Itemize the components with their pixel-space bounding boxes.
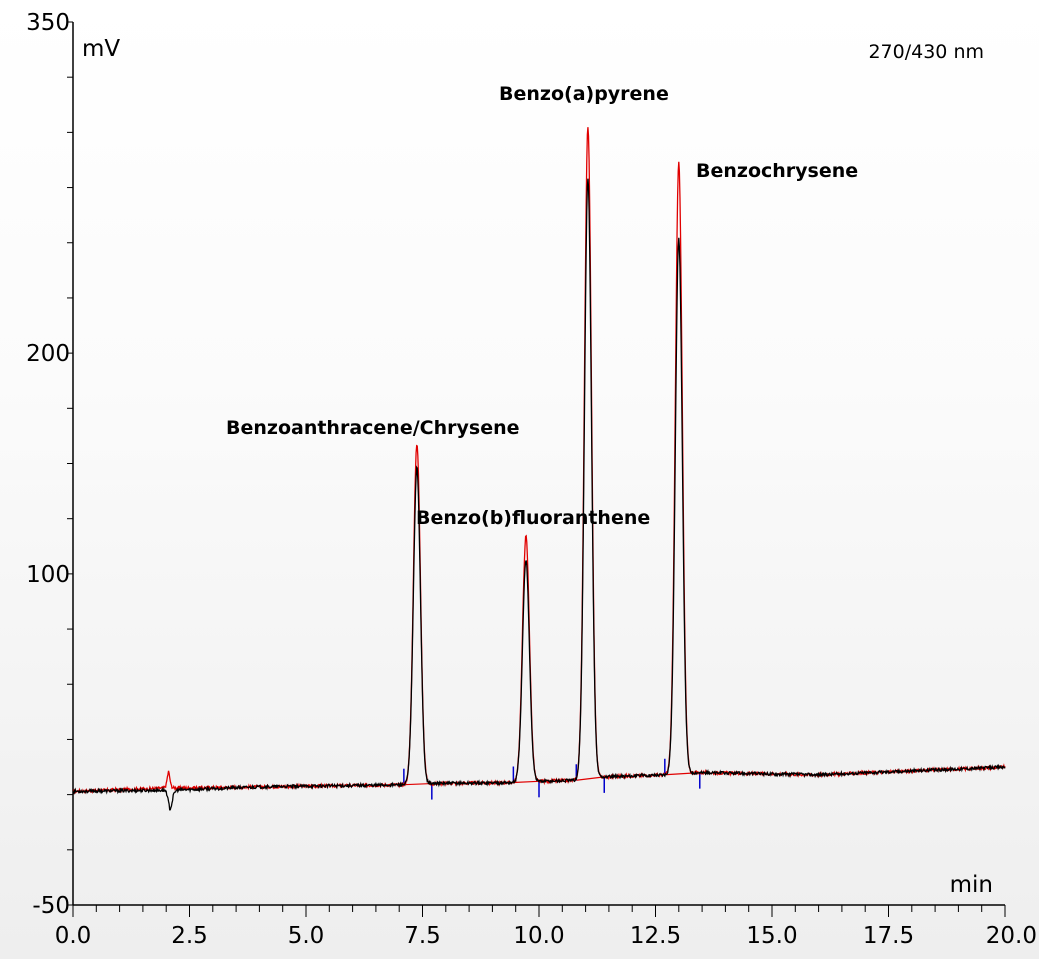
chromatogram-traces [72,127,1006,811]
y-tick-label: -50 [32,893,70,919]
integration-baseline [403,782,432,786]
x-tick-label: 10.0 [513,923,564,949]
x-tick-label: 2.5 [171,923,208,949]
peak-label-benzo-b-fluoranthene: Benzo(b)fluoranthene [416,507,650,529]
x-tick-label: 7.5 [404,923,441,949]
integration-baseline [576,776,605,781]
y-minor-ticks [67,21,73,906]
black-trace [72,178,1006,811]
y-axis-tick-labels: 350 200 100 -50 [26,10,70,919]
x-axis-ticks [72,905,1006,917]
x-tick-label: 5.0 [288,923,325,949]
x-tick-label: 0.0 [55,923,92,949]
red-trace [72,127,1006,795]
x-tick-label: 20.0 [986,923,1037,949]
integration-baseline [513,780,540,784]
detection-wavelength-label: 270/430 nm [868,41,984,63]
x-tick-label: 17.5 [863,923,914,949]
y-tick-label: 350 [26,10,70,36]
x-tick-label: 12.5 [630,923,681,949]
y-axis-unit-label: mV [82,36,120,62]
peak-label-benzo-a-pyrene: Benzo(a)pyrene [499,83,669,105]
x-axis-tick-labels: 0.0 2.5 5.0 7.5 10.0 12.5 15.0 17.5 20.0 [55,923,1037,949]
y-tick-label: 200 [26,341,70,367]
y-tick-label: 100 [26,562,70,588]
x-tick-label: 15.0 [746,923,797,949]
peak-label-benzoanthracene-chrysene: Benzoanthracene/Chrysene [226,417,520,439]
x-axis-unit-label: min [950,872,993,898]
peak-label-benzochrysene: Benzochrysene [696,160,858,182]
